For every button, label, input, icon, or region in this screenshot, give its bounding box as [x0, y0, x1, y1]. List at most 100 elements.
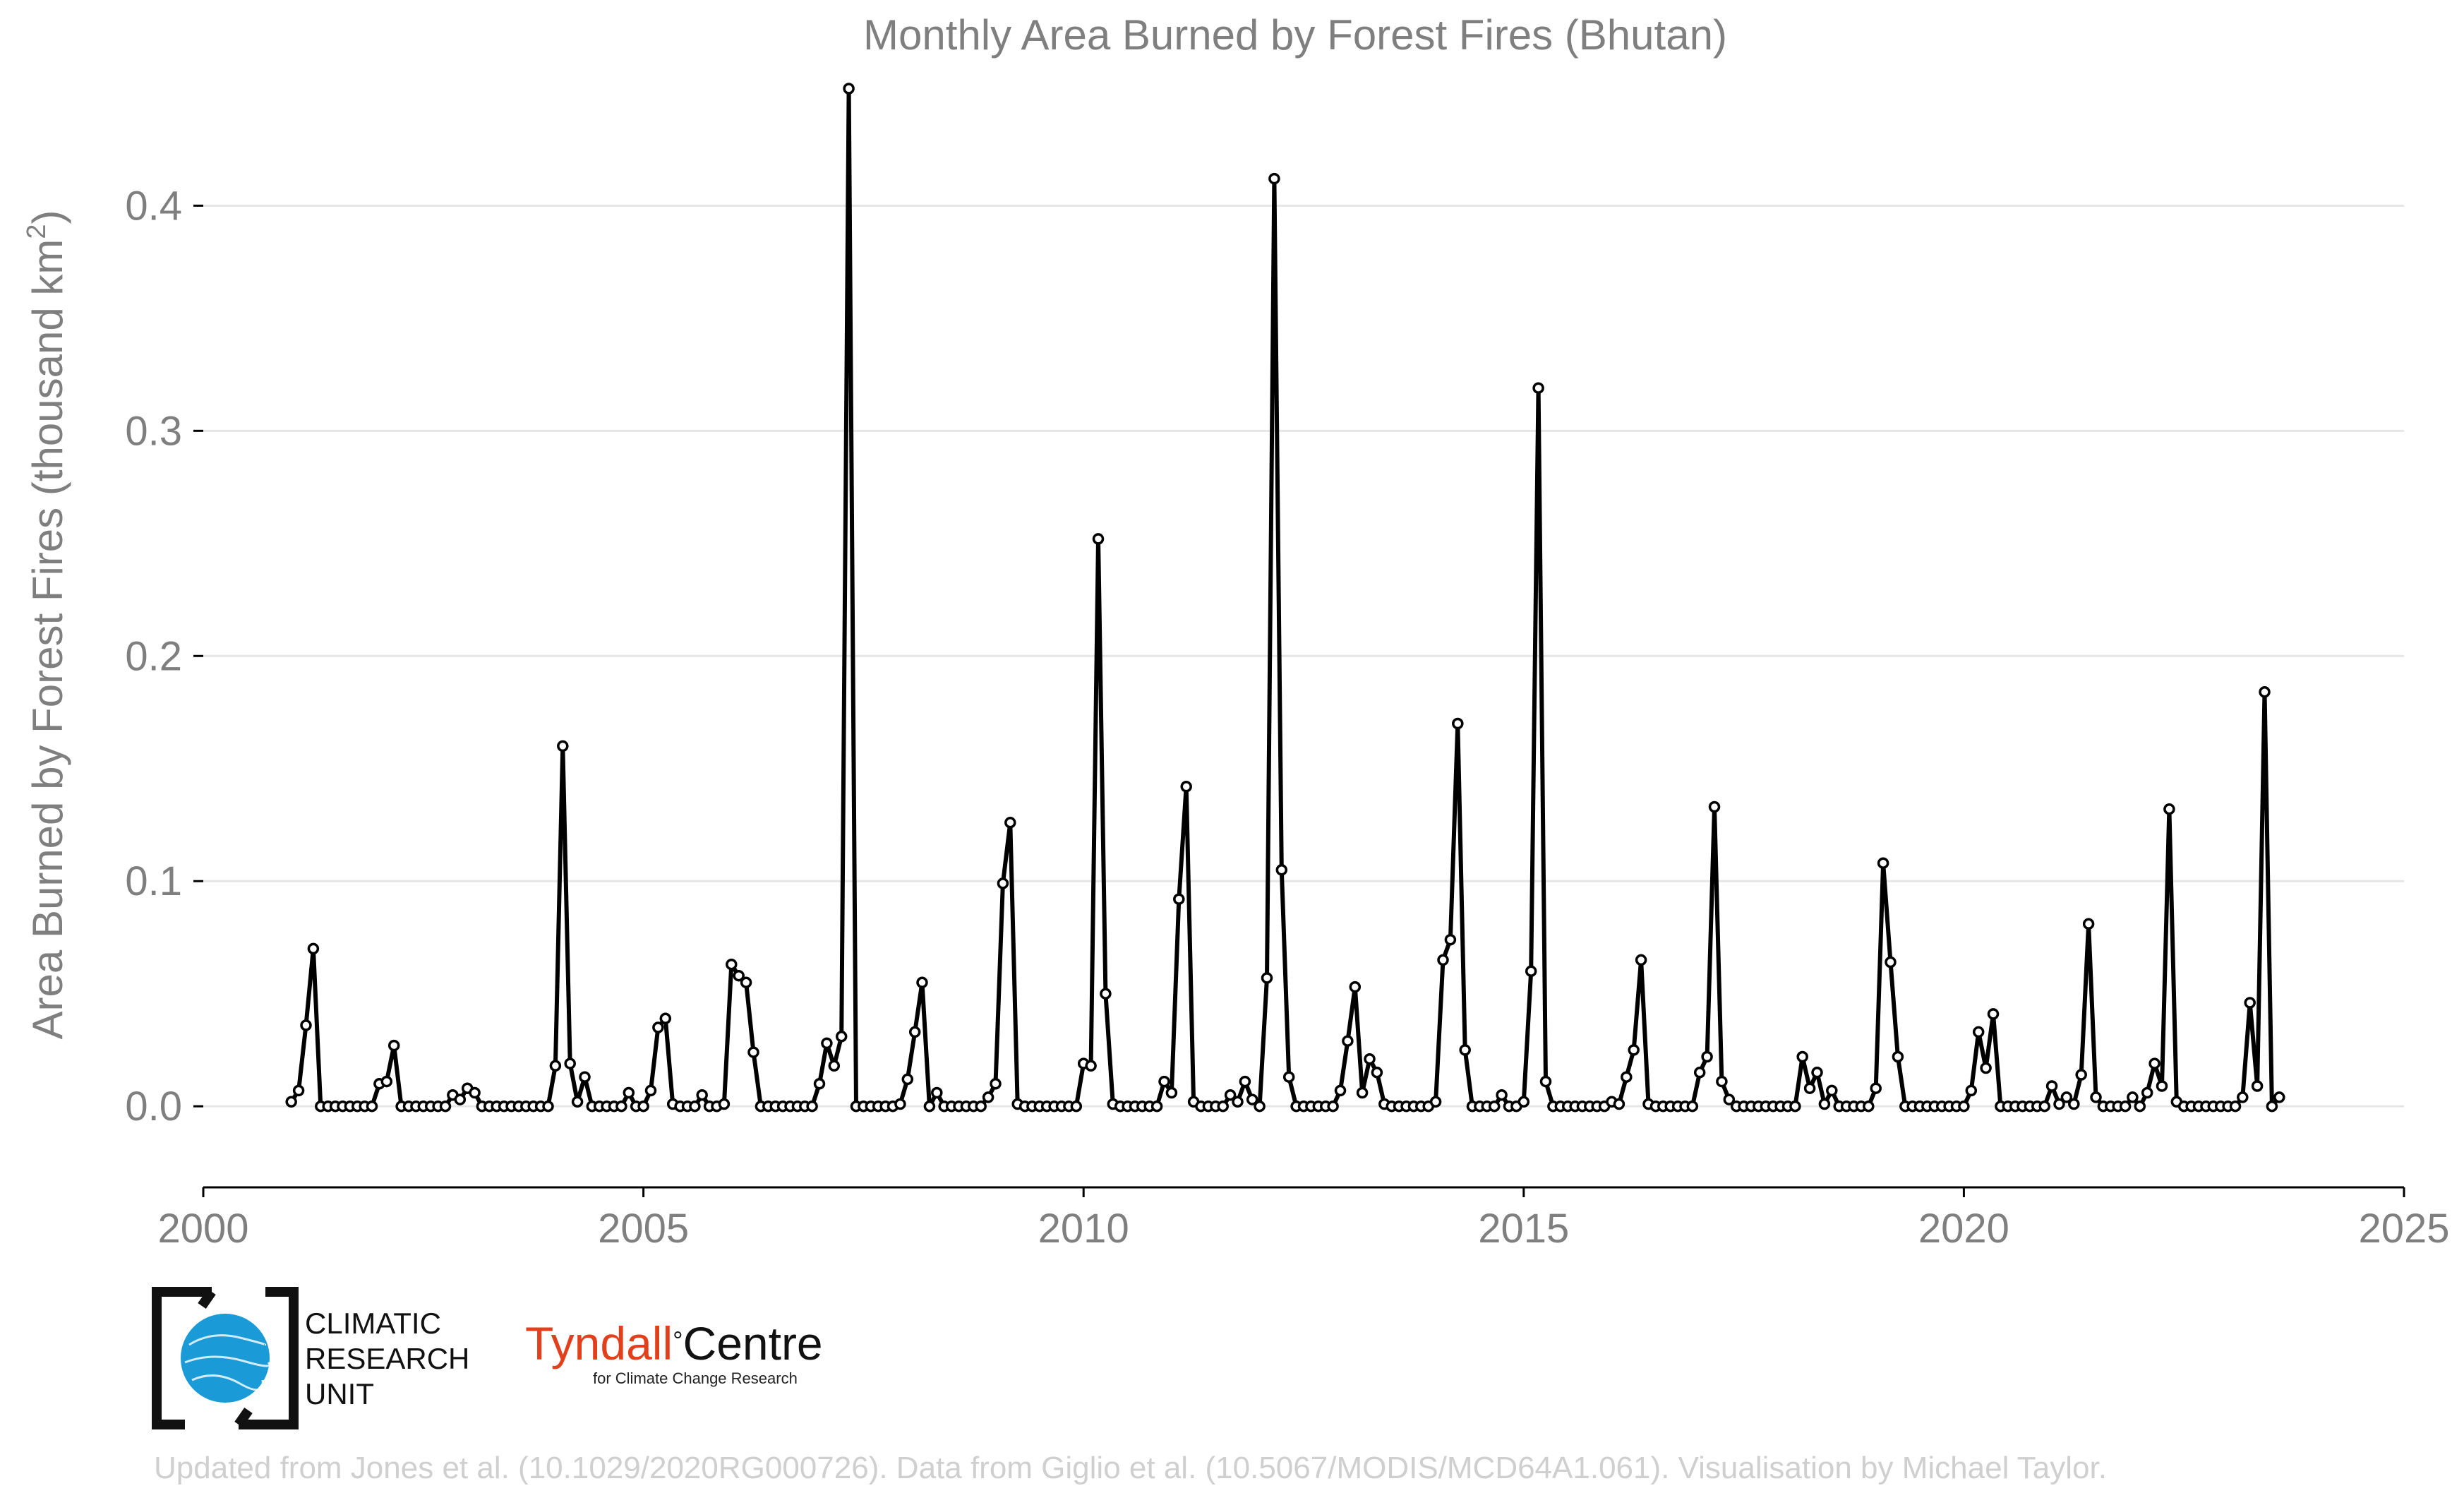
chart-title: Monthly Area Burned by Forest Fires (Bhu…	[863, 11, 1727, 59]
data-point	[1826, 1084, 1838, 1097]
data-point	[1100, 988, 1112, 1000]
gridlines	[203, 204, 2404, 1108]
data-point	[1621, 1071, 1633, 1083]
tyndall-main: Tyndall	[525, 1317, 673, 1369]
data-point	[300, 1019, 312, 1031]
data-point	[1885, 956, 1897, 969]
data-point	[1364, 1053, 1376, 1065]
data-point	[997, 877, 1009, 889]
series-line	[289, 86, 2281, 1109]
data-point	[1701, 1050, 1713, 1063]
data-point	[726, 958, 738, 971]
data-point	[1987, 1008, 2000, 1020]
data-point	[2068, 1098, 2080, 1110]
data-point	[2075, 1069, 2087, 1081]
data-point	[2053, 1098, 2065, 1110]
y-tick-label: 0.1	[125, 858, 182, 904]
data-point	[1150, 1100, 1163, 1113]
x-axis-ticks: 2000 2005 2010 2015 2020 2025	[157, 1187, 2450, 1252]
data-point	[1239, 1075, 1251, 1088]
data-point	[931, 1086, 943, 1099]
data-point	[1459, 1044, 1471, 1056]
data-point	[1628, 1044, 1640, 1056]
data-point	[1165, 1086, 1178, 1099]
data-point	[2082, 918, 2095, 930]
data-point	[1349, 981, 1362, 993]
y-axis-label-superscript: 2	[22, 224, 52, 239]
data-point	[2149, 1057, 2160, 1069]
data-point	[747, 1046, 759, 1058]
data-point	[652, 1021, 664, 1033]
data-point	[740, 976, 752, 989]
data-point	[549, 1060, 562, 1072]
data-point	[1342, 1035, 1354, 1047]
data-point	[1789, 1100, 1801, 1113]
data-point	[1282, 1071, 1295, 1083]
tyndall-degree: °	[673, 1326, 683, 1355]
data-point	[1686, 1100, 1699, 1113]
data-point	[894, 1098, 906, 1110]
data-point	[366, 1100, 378, 1113]
cru-line-2: RESEARCH	[305, 1342, 470, 1375]
data-point	[1870, 1082, 1882, 1094]
data-point	[2266, 1100, 2278, 1113]
data-point	[1224, 1089, 1237, 1101]
data-point	[2229, 1100, 2242, 1113]
y-tick-label: 0.2	[125, 633, 182, 679]
tyndall-subtitle: for Climate Change Research	[593, 1369, 798, 1387]
data-point	[696, 1089, 708, 1101]
data-point	[2244, 997, 2256, 1009]
data-point	[564, 1057, 576, 1069]
x-tick-label: 2020	[1918, 1206, 2009, 1252]
data-point	[454, 1093, 467, 1105]
data-point	[1532, 382, 1544, 394]
x-tick-label: 2015	[1478, 1206, 1569, 1252]
x-tick-label: 2005	[598, 1206, 689, 1252]
data-point	[1496, 1089, 1508, 1101]
y-tick-label: 0.4	[125, 183, 182, 229]
data-point	[380, 1075, 393, 1088]
data-point	[579, 1071, 591, 1083]
data-point	[571, 1096, 584, 1108]
data-point	[2273, 1091, 2285, 1103]
data-point	[1246, 1093, 1258, 1105]
data-point	[1539, 1075, 1552, 1088]
data-point	[1429, 1096, 1442, 1108]
data-point	[557, 740, 569, 752]
data-point	[1444, 933, 1457, 946]
x-tick-label: 2010	[1038, 1206, 1129, 1252]
data-point	[1892, 1050, 1904, 1063]
data-point	[908, 1026, 921, 1038]
data-point	[1613, 1098, 1625, 1110]
data-point	[733, 969, 745, 982]
data-point	[1334, 1084, 1347, 1097]
data-point	[1965, 1084, 1978, 1097]
x-tick-label: 2025	[2358, 1206, 2449, 1252]
data-point	[1818, 1098, 1831, 1110]
y-tick-label: 0.3	[125, 408, 182, 454]
x-tick-label: 2000	[157, 1206, 248, 1252]
data-point	[1452, 717, 1464, 730]
data-point	[1070, 1100, 1083, 1113]
data-point	[659, 1012, 672, 1025]
data-point	[843, 83, 855, 95]
data-point	[1708, 801, 1721, 813]
data-point	[1004, 817, 1016, 829]
data-point	[2060, 1091, 2073, 1103]
y-axis-label-close: )	[24, 210, 71, 224]
data-point	[1972, 1026, 1985, 1038]
data-point	[1811, 1067, 1823, 1079]
data-point	[718, 1098, 731, 1110]
data-point	[1356, 1086, 1369, 1099]
data-point	[1254, 1100, 1266, 1113]
cru-line-1: CLIMATIC	[305, 1307, 441, 1340]
data-point	[821, 1037, 833, 1050]
data-point	[2119, 1100, 2132, 1113]
data-point	[1518, 1096, 1530, 1108]
data-point	[2251, 1080, 2264, 1092]
data-point	[2038, 1100, 2050, 1113]
data-point	[542, 1100, 554, 1113]
data-point	[1158, 1075, 1170, 1088]
data-point	[1327, 1100, 1339, 1113]
data-point	[1371, 1067, 1383, 1079]
